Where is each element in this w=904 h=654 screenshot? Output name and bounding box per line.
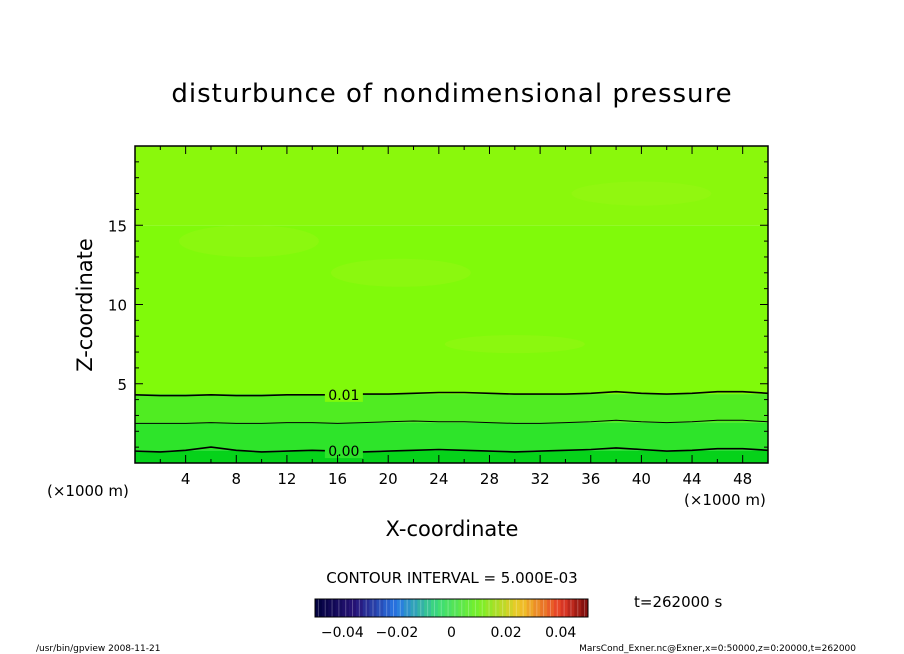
contour-line-2 [134, 446, 769, 453]
colorbar-segment [499, 599, 507, 617]
colorbar-segment [328, 599, 336, 617]
contour-patch-0 [178, 225, 319, 258]
colorbar-segment [512, 599, 521, 617]
colorbar-tick-label: 0.04 [545, 625, 576, 641]
colorbar-segment [540, 599, 548, 617]
y-tick-label: 10 [108, 297, 127, 315]
colorbar-tick-label: 0 [447, 625, 456, 641]
colorbar-segment [444, 599, 452, 617]
footer-left: /usr/bin/gpview 2008-11-21 [36, 644, 160, 654]
y-unit-label: (×1000 m) [47, 482, 129, 500]
contour-band-4 [135, 146, 768, 226]
colorbar [315, 599, 589, 617]
contour-label-bg-0 [324, 387, 363, 402]
colorbar-tick-labels: −0.04 −0.02 0 0.02 0.04 [321, 625, 577, 641]
x-unit-label: (×1000 m) [684, 491, 766, 509]
y-axis-label: Z-coordinate [73, 238, 97, 372]
x-tick-label: 48 [733, 470, 752, 488]
x-tick-label: 32 [531, 470, 550, 488]
colorbar-segment [574, 599, 582, 617]
y-tick-label: 5 [117, 376, 127, 394]
colorbar-segment [383, 599, 391, 617]
colorbar-segment [403, 599, 411, 617]
colorbar-segment [471, 599, 480, 617]
x-tick-label: 36 [581, 470, 600, 488]
x-tick-label: 4 [181, 470, 191, 488]
x-tick-label: 20 [379, 470, 398, 488]
x-tick-label: 24 [429, 470, 448, 488]
contour-label-bg-2 [324, 444, 363, 459]
colorbar-segment [362, 599, 370, 617]
contour-label: 0.01 [328, 388, 359, 404]
contour-label: 0.00 [328, 444, 359, 460]
colorbar-segment [506, 599, 514, 617]
colorbar-segment [492, 599, 500, 617]
time-label: t=262000 s [634, 593, 722, 611]
colorbar-segment [533, 599, 541, 617]
contour-line-0 [134, 390, 769, 397]
footer-right: MarsCond_Exner.nc@Exner,x=0:50000,z=0:20… [579, 644, 856, 654]
colorbar-segment [410, 599, 418, 617]
colorbar-segment [431, 599, 439, 617]
contour-patch-1 [330, 258, 471, 287]
colorbar-segment [424, 599, 432, 617]
y-axis-ticks: 5 10 15 [108, 161, 768, 448]
colorbar-segment [567, 599, 575, 617]
colorbar-segment [485, 599, 493, 617]
x-tick-label: 40 [632, 470, 651, 488]
colorbar-segment [581, 599, 589, 617]
contour-interval-label: CONTOUR INTERVAL = 5.000E-03 [326, 569, 577, 587]
x-tick-label: 8 [232, 470, 242, 488]
contour-patch-3 [444, 335, 585, 354]
contour-lines: 0.01 0.00 [134, 387, 769, 460]
colorbar-segment [376, 599, 384, 617]
colorbar-segment [315, 599, 323, 617]
x-axis-ticks: 4 8 12 16 20 24 28 32 36 40 44 48 [159, 146, 752, 488]
colorbar-segment [519, 599, 527, 617]
x-axis-label: X-coordinate [386, 517, 519, 541]
contour-band-1 [135, 422, 768, 451]
colorbar-segment [417, 599, 425, 617]
colorbar-segment [465, 599, 473, 617]
contour-patch-2 [571, 181, 712, 206]
colorbar-segment [321, 599, 329, 617]
contour-band-0 [135, 450, 768, 463]
colorbar-tick-label: −0.04 [321, 625, 364, 641]
contour-band-2 [135, 394, 768, 423]
colorbar-segment [553, 599, 561, 617]
colorbar-tick-label: 0.02 [491, 625, 522, 641]
contour-fill-bands [135, 146, 768, 463]
x-tick-label: 28 [480, 470, 499, 488]
x-tick-label: 12 [277, 470, 296, 488]
colorbar-segment [547, 599, 555, 617]
contour-band-3 [135, 225, 768, 395]
colorbar-segment [369, 599, 377, 617]
colorbar-segment [342, 599, 350, 617]
chart-title: disturbunce of nondimensional pressure [171, 79, 732, 109]
colorbar-segment [335, 599, 343, 617]
contour-line-1 [135, 419, 769, 424]
colorbar-segment [526, 599, 534, 617]
colorbar-segment [355, 599, 364, 617]
colorbar-segment [560, 599, 568, 617]
x-tick-label: 16 [328, 470, 347, 488]
colorbar-segment [478, 599, 486, 617]
colorbar-segment [396, 599, 405, 617]
colorbar-segment [451, 599, 459, 617]
colorbar-segment [349, 599, 357, 617]
colorbar-segment [458, 599, 466, 617]
colorbar-tick-label: −0.02 [375, 625, 418, 641]
x-tick-label: 44 [682, 470, 701, 488]
colorbar-segment [437, 599, 445, 617]
y-tick-label: 15 [108, 217, 127, 235]
colorbar-frame [314, 598, 589, 618]
colorbar-segment [390, 599, 398, 617]
